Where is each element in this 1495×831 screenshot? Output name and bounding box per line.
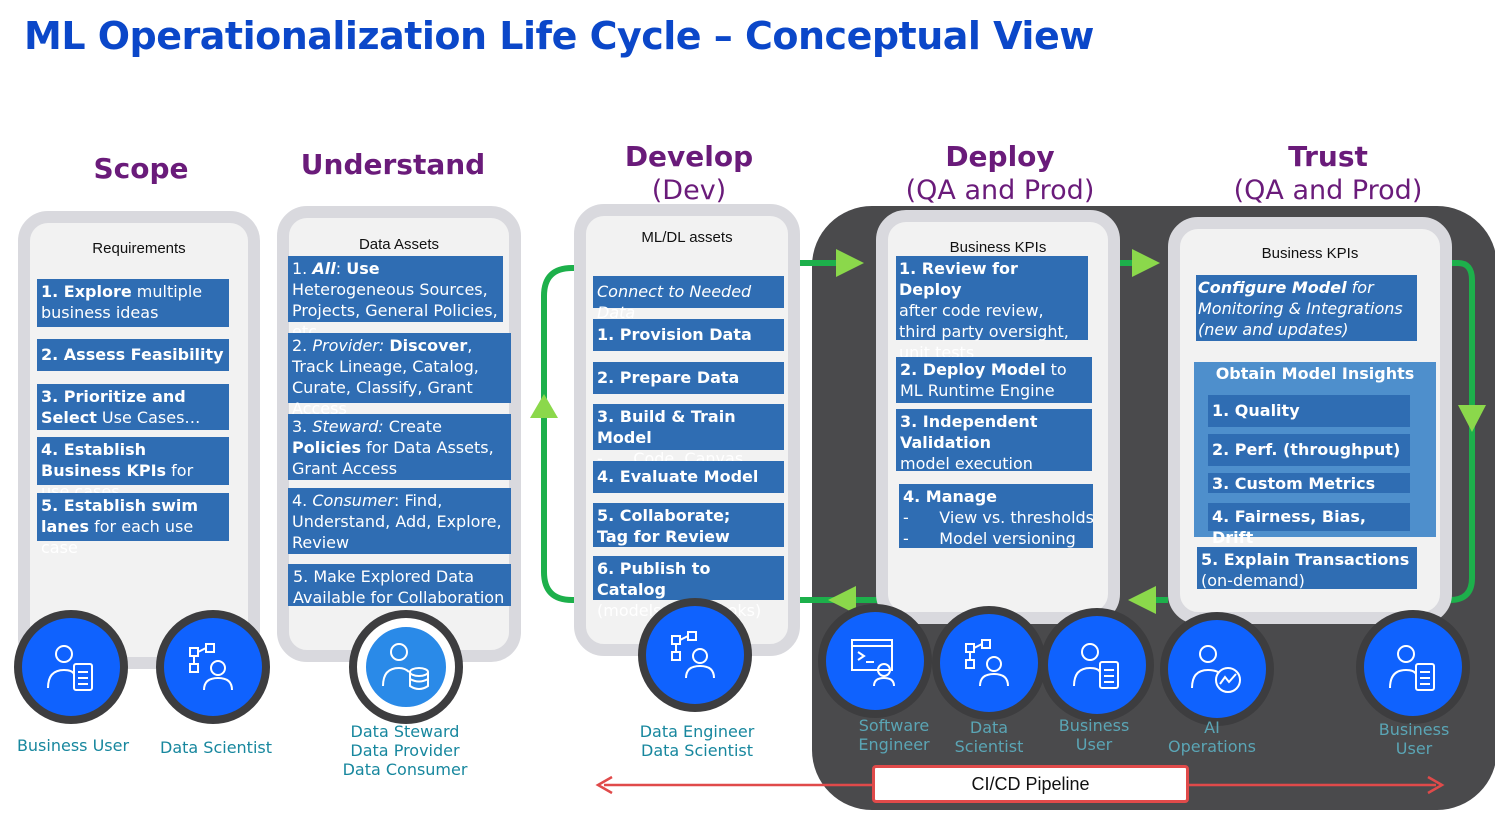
card-title: Requirements (92, 240, 186, 257)
cicd-arrow-right-head (1427, 775, 1445, 795)
persona-label: Software Engineer (858, 716, 930, 754)
scope-item-2: 2. Assess Feasibility (37, 339, 229, 371)
scope-item-5: 5. Establish swim lanes for each use cas… (37, 493, 229, 557)
card-title: Business KPIs (1261, 245, 1359, 262)
develop-loop-arrowhead (530, 394, 558, 418)
understand-item-2: 2. Provider: Discover, Track Lineage, Ca… (288, 333, 511, 418)
deploy-item-1: 1. Review for Deploy after code review, t… (896, 256, 1088, 404)
phase-develop: Develop (Dev) (600, 140, 778, 208)
persona-label: Data Steward Data Provider Data Consumer (342, 722, 468, 779)
phase-understand: Understand (292, 148, 494, 182)
database-person-icon (349, 610, 463, 724)
software-engineer-icon (818, 604, 932, 718)
phase-name: Develop (624, 140, 754, 173)
data-scientist-icon (638, 598, 752, 712)
business-user-icon (14, 610, 128, 724)
understand-item-1: 1. All: Use Heterogeneous Sources, Proje… (288, 256, 503, 341)
insights-title: Obtain Model Insights (1215, 364, 1415, 383)
deploy-item-3: 3. Independent Validation model execution (896, 409, 1092, 473)
understand-item-4: 4. Consumer: Find, Understand, Add, Expl… (288, 488, 511, 554)
arrow-trust-to-deploy-icon (1128, 586, 1156, 614)
persona-label: Business User (1058, 716, 1130, 754)
phase-name: Scope (93, 152, 189, 185)
persona-label: Business User (1378, 720, 1450, 758)
develop-loop-arrow (541, 265, 580, 603)
phase-trust: Trust (QA and Prod) (1208, 140, 1448, 208)
trust-configure: Configure Model for Monitoring & Integra… (1196, 275, 1417, 341)
insight-item-1: 1. Quality (1208, 395, 1410, 427)
business-user-icon (1040, 608, 1154, 722)
deploy-item-2: 2. Deploy Model to ML Runtime Engine (896, 357, 1092, 403)
understand-item-3: 3. Steward: Create Policies for Data Ass… (288, 414, 511, 480)
scope-item-1: 1. Explore multiple business ideas (37, 279, 229, 327)
phase-deploy: Deploy (QA and Prod) (880, 140, 1120, 208)
arrow-to-deploy-icon (836, 249, 864, 277)
scope-item-3: 3. Prioritize and Select Use Cases… (37, 384, 229, 430)
business-user-icon (1356, 610, 1470, 724)
data-scientist-icon (932, 606, 1046, 720)
develop-item-1: 1. Provision Data (593, 319, 784, 351)
persona-label: Data Engineer Data Scientist (639, 722, 755, 760)
card-title: ML/DL assets (641, 229, 733, 246)
insight-item-4: 4. Fairness, Bias, Drift (1208, 503, 1410, 547)
insight-item-3: 3. Custom Metrics (1208, 473, 1410, 493)
cicd-arrow-left-head (595, 775, 613, 795)
phase-subtitle: (QA and Prod) (1233, 175, 1423, 206)
persona-label: AI Operations (1168, 718, 1256, 756)
trust-loop-arrowhead (1458, 405, 1486, 432)
arrow-deploy-to-develop-icon (828, 586, 856, 614)
phase-name: Understand (300, 148, 486, 181)
develop-item-2: 2. Prepare Data (593, 362, 784, 394)
persona-label: Data Scientist (160, 738, 272, 757)
deploy-item-4: 4. Manage - View vs. thresholds - Model ve… (899, 484, 1094, 548)
phase-name: Trust (1288, 140, 1368, 173)
understand-item-5: 5. Make Explored Data Available for Coll… (288, 564, 511, 607)
trust-explain: 5. Explain Transactions (on-demand) (1197, 547, 1417, 590)
insight-item-2: 2. Perf. (throughput) (1208, 434, 1410, 466)
card-title: Data Assets (358, 236, 440, 253)
develop-item-4: 4. Evaluate Model (593, 461, 784, 493)
phase-subtitle: (QA and Prod) (905, 175, 1095, 206)
develop-item-6: 6. Publish to Catalog(models, notebooks) (593, 556, 784, 620)
data-scientist-icon (156, 610, 270, 724)
persona-label: Data Scientist (954, 718, 1024, 756)
develop-item-3: 3. Build & Train Model - Code, Canvas (593, 404, 784, 468)
phase-scope: Scope (80, 152, 202, 186)
arrow-to-trust-icon (1132, 249, 1160, 277)
cicd-pipeline-label: CI/CD Pipeline (872, 765, 1189, 803)
persona-label: Business User (16, 736, 130, 755)
card-title: Business KPIs (949, 239, 1047, 256)
develop-connect: Connect to Needed Data (593, 276, 784, 322)
ai-operations-icon (1160, 612, 1274, 726)
develop-item-5: 5. Collaborate; Tag for Review (593, 503, 784, 547)
page-title: ML Operationalization Life Cycle – Conce… (24, 14, 1094, 58)
scope-item-4: 4. Establish Business KPIs for use cases (37, 437, 229, 501)
phase-subtitle: (Dev) (651, 175, 727, 206)
phase-name: Deploy (945, 140, 1055, 173)
